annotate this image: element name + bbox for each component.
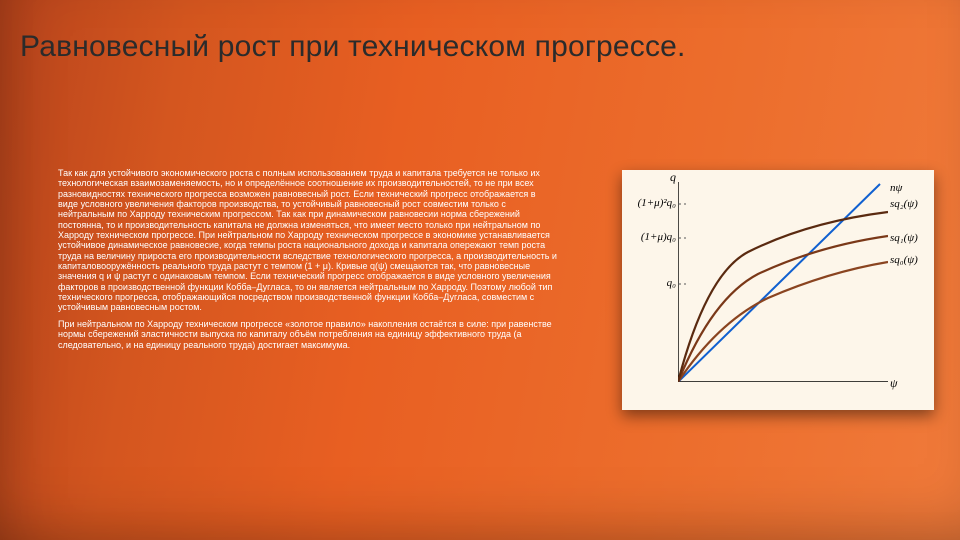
growth-chart: (1+μ)²q₀ (1+μ)q₀ q₀ nψ sq₂(ψ) sq₁(ψ) sq₀… [622,170,934,410]
sq2-curve [678,212,888,382]
chart-plot-area [678,182,888,382]
ylabel-2: q₀ [626,277,676,289]
sq1-curve [678,236,888,382]
body-text: Так как для устойчивого экономического р… [58,168,558,356]
rlabel-sq2: sq₂(ψ) [890,198,918,210]
paragraph-1: Так как для устойчивого экономического р… [58,168,558,313]
ylabel-0: (1+μ)²q₀ [626,197,676,209]
n-psi-line [678,184,880,382]
rlabel-sq0: sq₀(ψ) [890,254,918,266]
chart-svg [678,182,888,382]
slide-title: Равновесный рост при техническом прогрес… [20,30,940,64]
rlabel-npsi: nψ [890,182,902,194]
paragraph-2: При нейтральном по Харроду техническом п… [58,319,558,350]
ylabel-1: (1+μ)q₀ [626,231,676,243]
x-axis-label: ψ [890,376,897,391]
y-axis-label: q [670,170,676,185]
rlabel-sq1: sq₁(ψ) [890,232,918,244]
slide: Равновесный рост при техническом прогрес… [0,0,960,540]
